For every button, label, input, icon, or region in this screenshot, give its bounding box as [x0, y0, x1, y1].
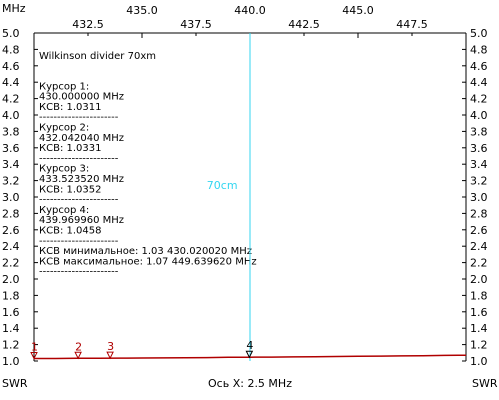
info-line-2: Курсор 1:: [39, 81, 89, 92]
y-tick-label-right: 3.4: [470, 158, 488, 171]
marker-1-triangle: [30, 351, 38, 360]
x-tick-label-top: 435.0: [126, 4, 158, 17]
y-tick-label-left: 3.8: [2, 125, 20, 138]
info-line-13: ----------------------: [39, 195, 119, 206]
y-tick-label-left: 2.6: [2, 224, 20, 237]
y-axis-right: 1.0 1.2 1.4 1.6 1.8 2.0 2.2 2.4 2.6 2.8 3.0 3.2 3.4 3…: [462, 27, 488, 368]
info-line-12: КСВ: 1.0352: [39, 184, 101, 195]
y-tick-label-left: 4.8: [2, 43, 20, 56]
y-tick-label-right: 4.8: [470, 43, 488, 56]
y-tick-label-right: 2.6: [470, 224, 488, 237]
marker-2-label: 2: [75, 340, 82, 353]
y-tick-label-right: 2.4: [470, 240, 488, 253]
info-line-8: КСВ: 1.0331: [39, 143, 101, 154]
y-tick-label-right: 1.6: [470, 306, 488, 319]
y-tick-label-right: 3.0: [470, 191, 488, 204]
x-tick-label-bottom: 447.5: [396, 18, 428, 31]
y-tick-label-left: 1.8: [2, 289, 20, 302]
y-tick-label-left: 2.2: [2, 257, 20, 270]
y-tick-label-left: 2.8: [2, 207, 20, 220]
info-line-14: Курсор 4:: [39, 205, 89, 216]
info-line-10: Курсор 3:: [39, 164, 89, 175]
info-line-20: ----------------------: [39, 267, 119, 278]
y-tick-label-right: 1.0: [470, 355, 488, 368]
y-tick-label-left: 4.2: [2, 93, 20, 106]
y-tick-label-right: 3.2: [470, 175, 488, 188]
marker-1-label: 1: [31, 340, 38, 353]
y-tick-label-left: 2.4: [2, 240, 20, 253]
y-tick-label-right: 3.6: [470, 142, 488, 155]
y-tick-label-right: 4.2: [470, 93, 488, 106]
y-tick-label-left: 1.4: [2, 322, 20, 335]
y-unit-left-label: SWR: [2, 377, 28, 390]
info-line-0: Wilkinson divider 70xm: [39, 51, 156, 62]
marker-3-label: 3: [107, 340, 114, 353]
marker-4-triangle: [245, 350, 254, 359]
info-line-15: 439.969960 MHz: [39, 215, 124, 226]
info-line-11: 433.523520 MHz: [39, 174, 124, 185]
y-unit-right-label: SWR: [472, 377, 498, 390]
y-axis-left: 1.0 1.2 1.4 1.6 1.8 2.0 2.2 2.4 2.6 2.8 3.0 3.2 3.4 3…: [2, 27, 38, 368]
x-axis-bottom: 432.5 437.5 442.5 447.5: [72, 18, 428, 36]
x-tick-label-bottom: 437.5: [180, 18, 212, 31]
y-tick-label-right: 3.8: [470, 125, 488, 138]
y-tick-label-right: 2.0: [470, 273, 488, 286]
y-tick-label-right: 4.4: [470, 76, 488, 89]
marker-2-triangle: [74, 351, 82, 360]
y-tick-label-right: 5.0: [470, 27, 488, 40]
info-line-19: КСВ максимальное: 1.07 449.639620 MHz: [39, 256, 257, 267]
y-tick-label-right: 1.4: [470, 322, 488, 335]
y-tick-label-right: 2.2: [470, 257, 488, 270]
y-tick-label-left: 4.4: [2, 76, 20, 89]
x-tick-label-bottom: 442.5: [288, 18, 320, 31]
info-line-16: КСВ: 1.0458: [39, 226, 101, 237]
annotation-label: 70cm: [207, 179, 238, 192]
y-tick-label-right: 4.0: [470, 109, 488, 122]
x-unit-label: MHz: [2, 2, 26, 15]
y-tick-label-left: 3.6: [2, 142, 20, 155]
y-tick-label-right: 1.8: [470, 289, 488, 302]
x-axis-top: 435.0 440.0 445.0: [126, 4, 374, 38]
info-line-17: ----------------------: [39, 236, 119, 247]
info-line-7: 432.042040 MHz: [39, 133, 124, 144]
x-tick-label-top: 440.0: [234, 4, 266, 17]
info-line-6: Курсор 2:: [39, 123, 89, 134]
cursor-info-block: Wilkinson divider 70xm Курсор 1:430.00000…: [39, 51, 257, 278]
info-line-5: ----------------------: [39, 112, 119, 123]
info-line-18: КСВ минимальное: 1.03 430.020020 MHz: [39, 246, 252, 257]
x-tick-label-top: 445.0: [342, 4, 374, 17]
info-line-4: КСВ: 1.0311: [39, 102, 101, 113]
y-tick-label-left: 4.6: [2, 60, 20, 73]
marker-4-label: 4: [246, 339, 253, 352]
y-tick-label-right: 1.2: [470, 339, 488, 352]
x-axis-label: Ось X: 2.5 MHz: [208, 377, 292, 390]
y-tick-label-left: 3.4: [2, 158, 20, 171]
y-tick-label-left: 4.0: [2, 109, 20, 122]
marker-layer: 1 2 3 4: [30, 339, 254, 360]
info-line-9: ----------------------: [39, 153, 119, 164]
y-tick-label-right: 4.6: [470, 60, 488, 73]
y-tick-label-left: 1.0: [2, 355, 20, 368]
marker-3-triangle: [106, 351, 114, 360]
info-line-3: 430.000000 MHz: [39, 92, 124, 103]
y-tick-label-left: 3.2: [2, 175, 20, 188]
y-tick-label-left: 3.0: [2, 191, 20, 204]
y-tick-label-left: 1.6: [2, 306, 20, 319]
y-tick-label-right: 2.8: [470, 207, 488, 220]
y-tick-label-left: 1.2: [2, 339, 20, 352]
y-tick-label-left: 5.0: [2, 27, 20, 40]
x-tick-label-bottom: 432.5: [72, 18, 104, 31]
y-tick-label-left: 2.0: [2, 273, 20, 286]
